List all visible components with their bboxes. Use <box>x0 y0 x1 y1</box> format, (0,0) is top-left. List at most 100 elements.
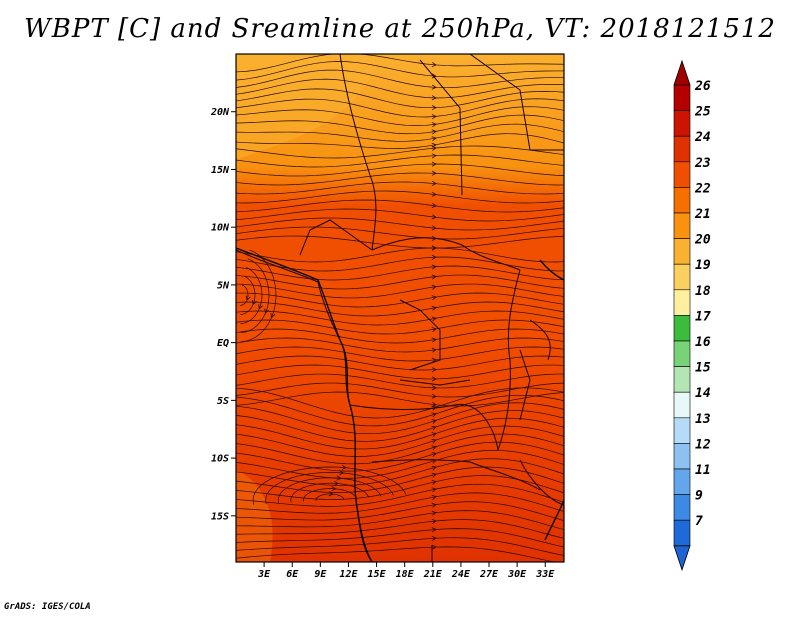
streamline-arrow <box>431 295 437 301</box>
streamline-arrow <box>431 347 437 353</box>
lon-tick-label: 33E <box>535 569 555 580</box>
streamline <box>236 145 564 159</box>
streamline <box>236 373 564 389</box>
streamline <box>236 190 564 204</box>
streamline-arrow <box>431 284 437 290</box>
streamline <box>236 537 564 556</box>
colorbar-label: 12 <box>695 437 711 452</box>
streamline-arrow <box>431 191 437 197</box>
streamline-arrow <box>431 393 437 399</box>
streamline <box>236 402 564 435</box>
streamline <box>236 154 564 168</box>
lat-tick-label: 10S <box>211 454 229 465</box>
streamline-arrow <box>336 475 342 481</box>
colorbar-label: 18 <box>695 284 711 299</box>
colorbar-swatch <box>673 315 691 342</box>
streamline <box>252 466 407 505</box>
streamline-arrow <box>245 295 251 301</box>
streamline <box>236 501 564 521</box>
colorbar-swatch <box>673 417 691 444</box>
colorbar-bottom-arrow <box>673 545 691 572</box>
streamline-arrow <box>431 305 437 311</box>
streamline-arrow <box>264 308 270 314</box>
streamline-arrow <box>431 544 437 550</box>
colorbar-swatch <box>673 340 691 367</box>
streamline <box>236 181 564 195</box>
colorbar-label: 26 <box>694 79 711 94</box>
streamline-arrow <box>431 274 437 280</box>
streamline <box>236 328 564 344</box>
streamline-arrow <box>431 145 437 151</box>
streamline <box>236 449 564 479</box>
lon-tick-label: 9E <box>314 569 327 580</box>
longitude-axis: 3E 6E 9E 12E 15E 18E 21E 24E 27E 30E 33E <box>257 562 555 580</box>
lon-tick-label: 6E <box>286 569 299 580</box>
streamline-arrow <box>431 502 437 508</box>
colorbar-swatch <box>673 187 691 214</box>
streamline-arrow <box>431 419 437 424</box>
latitude-axis: 20N 15N 10N 5N EQ 5S 10S 15S <box>210 107 236 522</box>
streamline-arrow <box>431 170 437 176</box>
streamline-arrow <box>431 105 437 111</box>
streamline <box>240 249 277 343</box>
streamline <box>236 475 564 500</box>
colorbar-swatch <box>673 161 691 188</box>
colorbar-swatch <box>673 494 691 521</box>
colorbar-label: 19 <box>695 258 711 273</box>
streamline-arrow <box>431 129 437 135</box>
streamline-arrow <box>431 527 437 533</box>
colorbar-label: 13 <box>695 412 711 427</box>
streamline <box>236 458 564 486</box>
colorbar-swatch <box>673 110 691 137</box>
streamline <box>236 69 564 89</box>
streamline <box>236 546 557 562</box>
streamline-arrow <box>431 494 437 500</box>
streamline-arrow <box>431 161 437 167</box>
streamline-arrow <box>431 327 437 332</box>
colorbar-swatch <box>673 84 691 111</box>
streamline <box>236 433 564 465</box>
streamline <box>236 106 564 126</box>
lon-tick-label: 27E <box>479 569 499 580</box>
lat-tick-label: 5S <box>217 396 229 407</box>
streamline-arrow <box>431 264 437 270</box>
streamline-arrow <box>328 491 334 497</box>
streamline-arrow <box>431 62 437 68</box>
streamline <box>236 235 564 249</box>
streamline <box>236 319 564 335</box>
colorbar-label: 23 <box>694 156 711 171</box>
streamline-arrow <box>431 385 437 391</box>
streamline <box>236 78 564 99</box>
streamline <box>240 275 256 315</box>
streamline <box>236 528 564 548</box>
streamline-arrow <box>431 438 437 444</box>
lat-tick-label: 5N <box>217 280 230 291</box>
colorbar-swatch <box>673 519 691 547</box>
streamline <box>236 382 564 398</box>
streamline <box>236 199 564 213</box>
lat-tick-label: 15S <box>211 511 229 522</box>
streamline-arrow <box>431 367 437 373</box>
streamline <box>236 88 564 109</box>
streamline-arrow <box>431 445 437 451</box>
streamline-arrow <box>431 245 437 251</box>
lat-tick-label: 15N <box>211 165 230 176</box>
streamline <box>236 265 564 281</box>
streamline-arrow <box>431 510 437 516</box>
lon-tick-label: 24E <box>451 569 471 580</box>
streamline-arrow <box>431 479 437 485</box>
streamline <box>240 284 249 306</box>
streamline-arrow <box>431 73 437 79</box>
streamline <box>236 274 564 290</box>
colorbar-label: 25 <box>694 105 711 120</box>
lat-tick-label: 20N <box>210 107 230 118</box>
streamline-arrow <box>431 142 437 148</box>
streamline-arrow <box>431 95 437 101</box>
streamline <box>236 466 564 493</box>
colorbar-swatch <box>673 238 691 265</box>
map-area <box>235 53 565 563</box>
streamline-arrow <box>431 114 437 120</box>
streamline <box>236 391 564 407</box>
streamline <box>236 226 564 240</box>
streamline <box>290 482 369 503</box>
